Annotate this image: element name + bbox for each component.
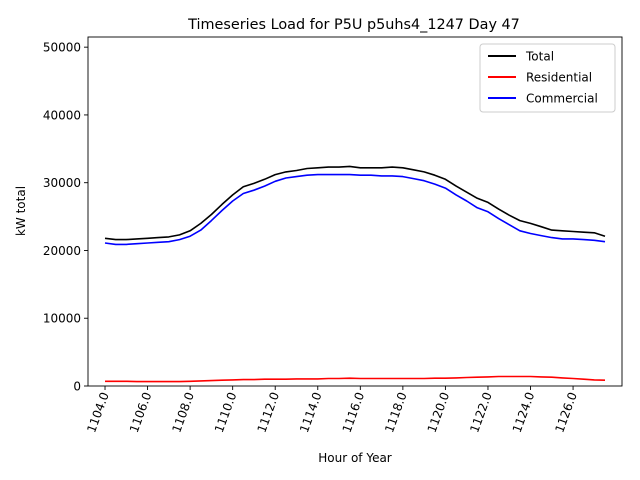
x-axis-label: Hour of Year	[318, 451, 392, 465]
x-tick-label: 1126.0	[552, 390, 580, 434]
x-tick-label: 1118.0	[382, 390, 410, 434]
y-tick-label: 0	[73, 380, 81, 394]
x-tick-label: 1120.0	[425, 390, 453, 434]
y-tick-label: 30000	[43, 176, 81, 190]
axes-frame	[87, 36, 623, 387]
y-tick-label: 40000	[43, 108, 81, 122]
x-tick-label: 1122.0	[467, 390, 495, 434]
x-tick-label: 1106.0	[127, 390, 155, 434]
y-tick-label: 10000	[43, 312, 81, 326]
series-line-commercial	[104, 173, 606, 246]
legend-label-residential: Residential	[526, 71, 592, 85]
x-tick-label: 1104.0	[84, 390, 112, 434]
y-tick-label: 50000	[43, 41, 81, 55]
series-line-residential	[105, 375, 606, 383]
chart-title: Timeseries Load for P5U p5uhs4_1247 Day …	[187, 17, 520, 33]
legend-label-total: Total	[525, 50, 554, 64]
x-tick-label: 1114.0	[297, 390, 325, 434]
y-axis-label: kW total	[14, 186, 28, 236]
x-tick-label: 1110.0	[212, 390, 240, 434]
y-tick-label: 20000	[43, 244, 81, 258]
legend-box	[479, 43, 616, 113]
series-line-total	[104, 165, 606, 241]
x-tick-label: 1124.0	[510, 390, 538, 434]
x-tick-label: 1112.0	[255, 390, 283, 434]
x-tick-label: 1116.0	[340, 390, 368, 434]
legend-label-commercial: Commercial	[526, 92, 598, 106]
x-tick-label: 1108.0	[169, 390, 197, 434]
